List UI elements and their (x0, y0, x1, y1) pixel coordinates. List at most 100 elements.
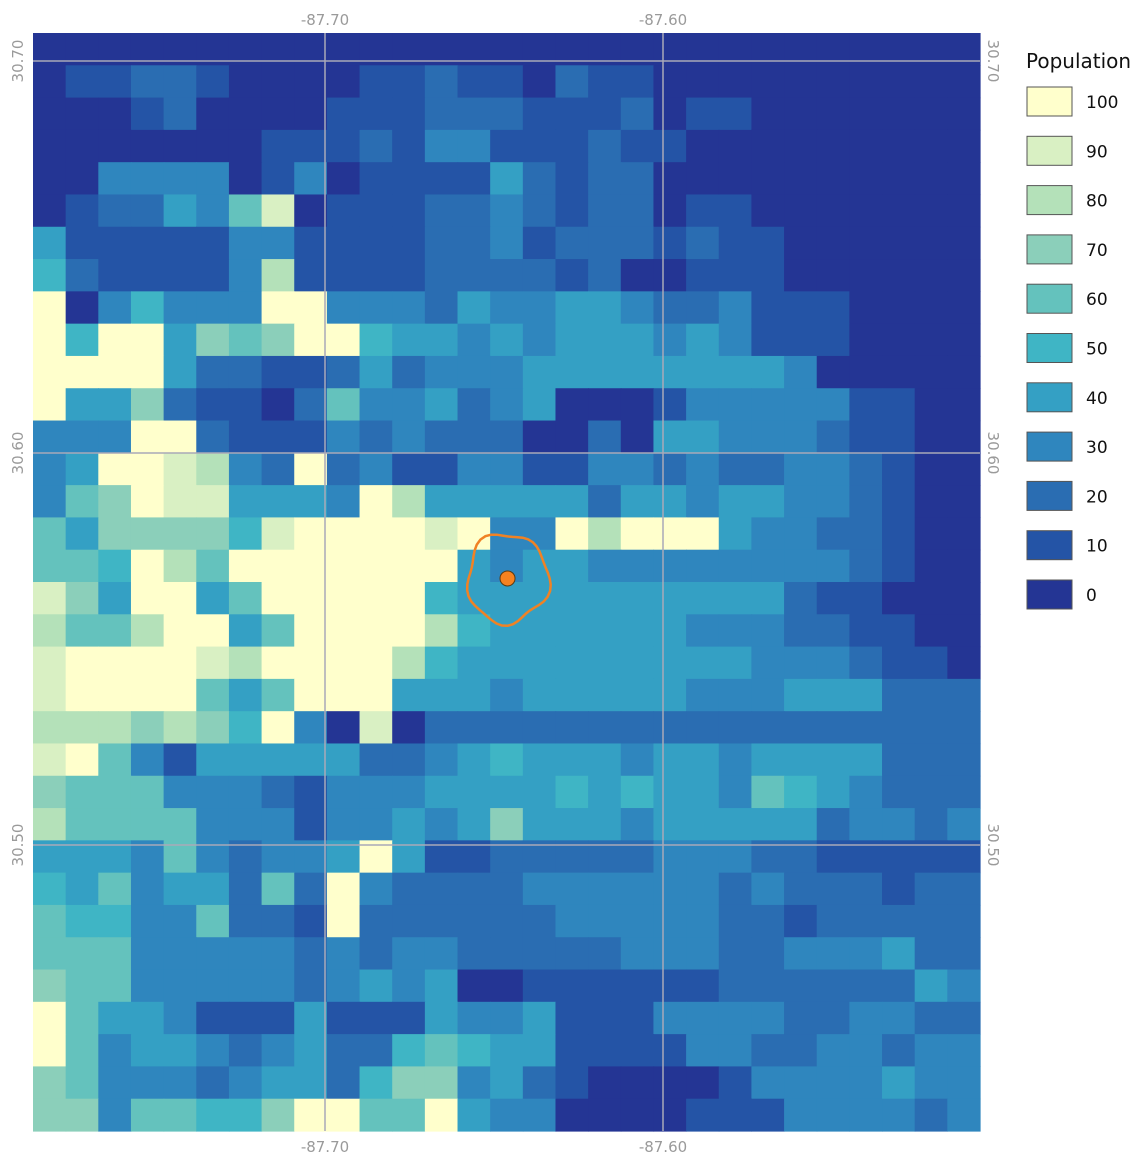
raster-cell (228, 678, 263, 712)
site-overlay (465, 533, 552, 628)
legend-label: 10 (1086, 537, 1108, 557)
raster-cell (882, 226, 916, 260)
raster-cell (653, 420, 687, 454)
raster-cell (65, 549, 99, 583)
raster-cell (620, 194, 655, 228)
raster-cell (882, 743, 916, 777)
raster-cell (163, 162, 197, 196)
raster-cell (392, 420, 426, 454)
raster-cell (653, 904, 687, 938)
raster-cell (130, 904, 165, 938)
raster-cell (555, 549, 589, 583)
raster-cell (98, 743, 132, 777)
raster-cell (914, 388, 948, 422)
raster-cell (326, 162, 361, 196)
raster-cell (98, 646, 132, 680)
raster-cell (882, 1066, 916, 1100)
raster-cell (457, 1098, 491, 1132)
raster-cell (326, 1066, 361, 1100)
raster-cell (33, 582, 67, 615)
raster-cell (196, 355, 230, 389)
raster-cell (163, 1098, 197, 1132)
raster-cell (882, 388, 916, 422)
raster-cell (130, 775, 165, 809)
legend-swatch (1026, 480, 1073, 511)
raster-cell (228, 904, 263, 938)
raster-cell (359, 614, 393, 648)
raster-cell (751, 549, 785, 583)
raster-cell (130, 129, 165, 163)
raster-cell (816, 969, 850, 1003)
raster-cell (130, 1066, 165, 1100)
raster-cell (294, 129, 328, 163)
lon-tick-top: -87.70 (301, 11, 349, 29)
raster-cell (457, 226, 491, 260)
raster-cell (522, 969, 557, 1003)
raster-cell (686, 711, 720, 745)
raster-cell (294, 1001, 328, 1035)
raster-cell (424, 129, 459, 163)
raster-cell (261, 646, 295, 680)
raster-cell (588, 808, 622, 841)
raster-cell (163, 549, 197, 583)
raster-cell (228, 355, 263, 389)
raster-cell (620, 388, 655, 422)
raster-cell (196, 291, 230, 325)
raster-cell (130, 614, 165, 648)
raster-cell (914, 840, 948, 874)
raster-cell (849, 1034, 883, 1068)
raster-cell (555, 1066, 589, 1100)
raster-cell (914, 775, 948, 809)
raster-cell (522, 226, 557, 260)
raster-cell (816, 1001, 850, 1035)
raster-cell (555, 678, 589, 712)
raster-cell (33, 162, 67, 196)
raster-cell (620, 840, 655, 874)
raster-cell (424, 420, 459, 454)
legend-label: 90 (1086, 142, 1108, 162)
raster-cell (359, 904, 393, 938)
raster-cell (784, 646, 818, 680)
raster-cell (228, 323, 263, 357)
raster-cell (392, 259, 426, 292)
raster-cell (261, 323, 295, 357)
raster-cell (98, 1034, 132, 1068)
raster-cell (261, 194, 295, 228)
raster-cell (457, 969, 491, 1003)
raster-cell (424, 162, 459, 196)
raster-cell (228, 1034, 263, 1068)
raster-cell (718, 517, 753, 551)
site-marker (499, 570, 516, 587)
raster-cell (65, 485, 99, 519)
raster-cell (882, 129, 916, 163)
raster-cell (261, 1001, 295, 1035)
raster-cell (294, 743, 328, 777)
raster-cell (751, 614, 785, 648)
raster-cell (65, 969, 99, 1003)
raster-cell (914, 646, 948, 680)
raster-cell (65, 711, 99, 745)
raster-cell (294, 65, 328, 99)
raster-cell (620, 678, 655, 712)
raster-cell (653, 291, 687, 325)
raster-cell (261, 517, 295, 551)
raster-cell (784, 517, 818, 551)
raster-cell (326, 420, 361, 454)
raster-cell (196, 937, 230, 971)
raster-cell (588, 549, 622, 583)
raster-cell (849, 388, 883, 422)
raster-cell (620, 646, 655, 680)
raster-cell (588, 775, 622, 809)
raster-cell (686, 614, 720, 648)
raster-cell (457, 775, 491, 809)
raster-cell (326, 678, 361, 712)
raster-cell (392, 678, 426, 712)
raster-cell (522, 646, 557, 680)
raster-cell (555, 582, 589, 615)
raster-cell (228, 226, 263, 260)
raster-cell (849, 614, 883, 648)
raster-cell (359, 485, 393, 519)
raster-cell (359, 549, 393, 583)
raster-cell (490, 388, 524, 422)
